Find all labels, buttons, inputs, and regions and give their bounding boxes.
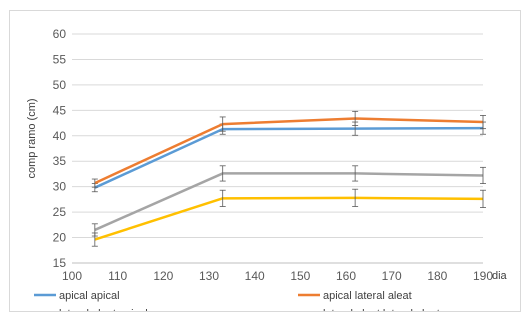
x-tick-label: 170 [382,269,402,283]
series-line [94,126,484,189]
y-tick-label: 50 [53,78,67,92]
y-tick-labels: 15 20 25 30 35 40 45 50 55 60 [53,27,67,270]
y-tick-label: 55 [53,52,67,66]
series-3 [91,188,486,247]
series-line [94,117,484,185]
x-tick-label: 110 [108,269,127,283]
y-tick-label: 45 [53,103,67,117]
legend-label: apical lateral aleat [323,290,412,302]
series-line [94,196,484,241]
y-tick-label: 40 [53,129,67,143]
x-tick-label: 190 [473,269,493,283]
chart-frame: 15 20 25 30 35 40 45 50 55 60 100 110 120 130 140 150 1… [9,10,521,312]
x-tick-label: 120 [153,269,173,283]
x-tick-label: 160 [336,269,356,283]
legend-entry: lateral aleat apical [59,308,148,311]
series-1 [91,110,486,188]
y-tick-label: 35 [53,154,67,168]
y-tick-label: 30 [53,180,67,194]
y-tick-label: 15 [53,256,67,270]
x-tick-label: 140 [245,269,265,283]
legend-label: apical apical [59,290,120,302]
legend-entry: apical apical [34,290,120,302]
y-tick-label: 20 [53,231,67,245]
legend-label: lateral aleat apical [59,308,148,311]
legend: apical apical apical lateral aleat lateral… [34,290,440,311]
y-tick-label: 60 [53,27,67,41]
legend-entry: lateral aleat lateral aleat [323,308,440,311]
x-tick-labels: 100 110 120 130 140 150 160 170 180 190 [62,269,493,283]
x-tick-label: 180 [427,269,447,283]
x-tick-label: 150 [290,269,310,283]
y-axis-label: comp ramo (cm) [26,98,38,178]
legend-entry: apical lateral aleat [298,290,412,302]
series-2 [91,165,486,237]
x-axis-label: dia [492,270,508,282]
y-tick-label: 25 [53,205,67,219]
series-line [94,172,484,232]
legend-label: lateral aleat lateral aleat [323,308,440,311]
gridlines [72,33,483,239]
x-tick-label: 130 [199,269,219,283]
series-group [91,110,486,247]
x-tick-label: 100 [62,269,82,283]
